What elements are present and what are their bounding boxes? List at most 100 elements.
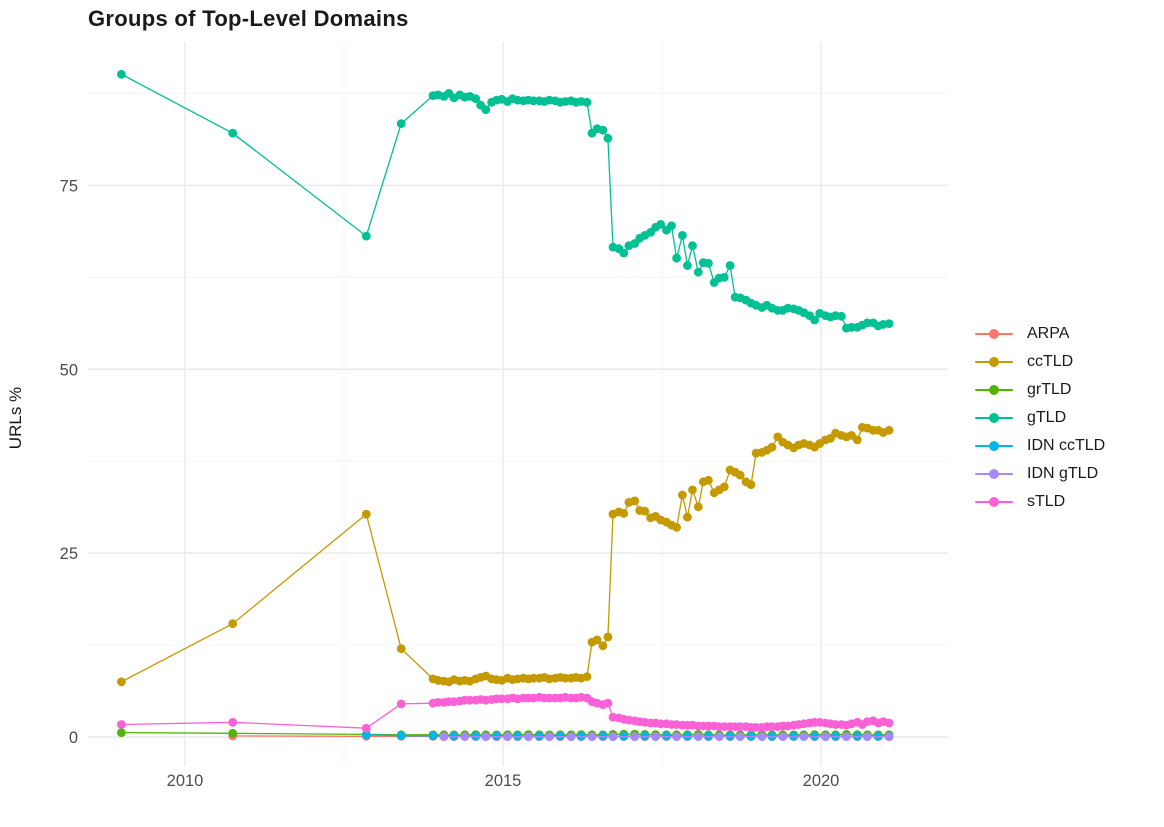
series-point-IDN-ccTLD xyxy=(428,731,438,741)
series-line-ccTLD xyxy=(121,426,890,683)
series-point-ccTLD xyxy=(640,506,650,516)
series-point-gTLD xyxy=(396,119,406,128)
series-point-gTLD xyxy=(688,241,697,251)
series-point-gTLD xyxy=(117,69,126,79)
series-point-ccTLD xyxy=(746,480,756,490)
series-point-IDN-gTLD xyxy=(608,732,618,742)
y-tick-label: 75 xyxy=(60,177,78,195)
series-point-IDN-ccTLD xyxy=(396,731,406,741)
legend-item-grTLD: grTLD xyxy=(975,376,1105,404)
series-point-IDN-ccTLD xyxy=(361,730,371,740)
series-point-ccTLD xyxy=(767,442,777,452)
legend-key-icon xyxy=(975,495,1013,509)
series-point-ccTLD xyxy=(688,485,697,495)
series-point-IDN-gTLD xyxy=(842,732,851,741)
series-point-sTLD xyxy=(396,699,406,709)
legend-key-icon xyxy=(975,383,1013,397)
legend-key-icon xyxy=(975,355,1013,369)
x-tick-label: 2020 xyxy=(803,772,840,790)
series-point-ccTLD xyxy=(719,482,729,492)
series-point-ccTLD xyxy=(592,635,602,645)
legend-key-dot xyxy=(989,469,999,479)
series-point-IDN-gTLD xyxy=(672,732,681,741)
series-point-ccTLD xyxy=(884,425,894,435)
series-point-gTLD xyxy=(678,231,687,240)
legend-label: IDN ccTLD xyxy=(1027,437,1106,454)
series-point-ccTLD xyxy=(228,619,238,629)
series-point-IDN-gTLD xyxy=(757,732,767,741)
series-point-IDN-gTLD xyxy=(884,732,894,741)
series-point-gTLD xyxy=(693,267,703,277)
series-point-IDN-gTLD xyxy=(821,732,830,741)
series-point-IDN-gTLD xyxy=(439,732,449,741)
legend-item-gTLD: gTLD xyxy=(975,404,1105,432)
legend-key-icon xyxy=(975,467,1013,481)
series-point-gTLD xyxy=(228,128,238,138)
legend-key-dot xyxy=(989,441,999,451)
series-point-IDN-gTLD xyxy=(693,732,703,741)
series-point-gTLD xyxy=(667,221,676,231)
legend-key-dot xyxy=(989,357,999,367)
series-point-sTLD xyxy=(884,718,894,728)
series-point-gTLD xyxy=(810,315,819,325)
series-point-IDN-gTLD xyxy=(587,732,597,742)
x-tick-label: 2010 xyxy=(167,772,204,790)
series-point-gTLD xyxy=(471,94,481,103)
series-point-gTLD xyxy=(719,272,729,282)
legend-item-IDN-ccTLD: IDN ccTLD xyxy=(975,432,1105,460)
series-point-gTLD xyxy=(725,261,735,270)
legend-key-icon xyxy=(975,411,1013,425)
series-point-IDN-gTLD xyxy=(566,732,576,742)
series-point-ccTLD xyxy=(630,496,640,506)
legend-label: grTLD xyxy=(1027,381,1072,398)
series-point-gTLD xyxy=(603,133,613,143)
series-point-ccTLD xyxy=(582,672,592,682)
legend-item-ccTLD: ccTLD xyxy=(975,348,1105,376)
legend-key-icon xyxy=(975,439,1013,453)
legend-key-dot xyxy=(989,385,999,395)
legend-label: ccTLD xyxy=(1027,353,1074,370)
series-point-ccTLD xyxy=(693,502,703,512)
legend-label: ARPA xyxy=(1027,325,1070,342)
series-point-grTLD xyxy=(228,728,238,738)
series-point-ccTLD xyxy=(852,435,862,445)
legend-label: gTLD xyxy=(1027,409,1067,426)
series-point-IDN-gTLD xyxy=(481,732,491,742)
series-point-sTLD xyxy=(361,723,371,733)
series-point-IDN-gTLD xyxy=(799,732,809,741)
series-point-IDN-gTLD xyxy=(524,732,533,742)
series-point-gTLD xyxy=(672,253,681,263)
series-point-ccTLD xyxy=(704,475,713,485)
series-point-gTLD xyxy=(361,231,371,241)
series-point-ccTLD xyxy=(598,641,608,651)
series-point-IDN-gTLD xyxy=(651,732,660,741)
series-point-IDN-gTLD xyxy=(460,732,470,741)
series-point-gTLD xyxy=(884,319,894,328)
legend-item-sTLD: sTLD xyxy=(975,488,1105,516)
legend-item-ARPA: ARPA xyxy=(975,320,1105,348)
series-point-ccTLD xyxy=(117,677,126,687)
series-point-ccTLD xyxy=(735,470,745,480)
legend-label: IDN gTLD xyxy=(1027,465,1099,482)
series-point-IDN-gTLD xyxy=(735,732,745,741)
legend-label: sTLD xyxy=(1027,493,1066,510)
series-point-IDN-gTLD xyxy=(778,732,788,741)
series-point-ccTLD xyxy=(619,509,629,518)
series-point-ccTLD xyxy=(683,512,692,522)
y-tick-label: 50 xyxy=(60,361,78,379)
x-tick-label: 2015 xyxy=(485,772,522,790)
series-point-grTLD xyxy=(117,728,126,737)
series-point-ccTLD xyxy=(678,490,687,500)
series-point-sTLD xyxy=(228,717,238,727)
series-point-gTLD xyxy=(837,311,846,321)
series-point-IDN-gTLD xyxy=(863,732,872,741)
y-tick-label: 25 xyxy=(60,545,78,563)
legend-item-IDN-gTLD: IDN gTLD xyxy=(975,460,1105,488)
series-point-sTLD xyxy=(117,720,126,729)
series-line-gTLD xyxy=(121,73,890,329)
series-point-IDN-gTLD xyxy=(630,732,640,741)
series-point-gTLD xyxy=(704,258,713,268)
series-point-gTLD xyxy=(582,97,592,107)
series-point-IDN-gTLD xyxy=(545,732,554,742)
